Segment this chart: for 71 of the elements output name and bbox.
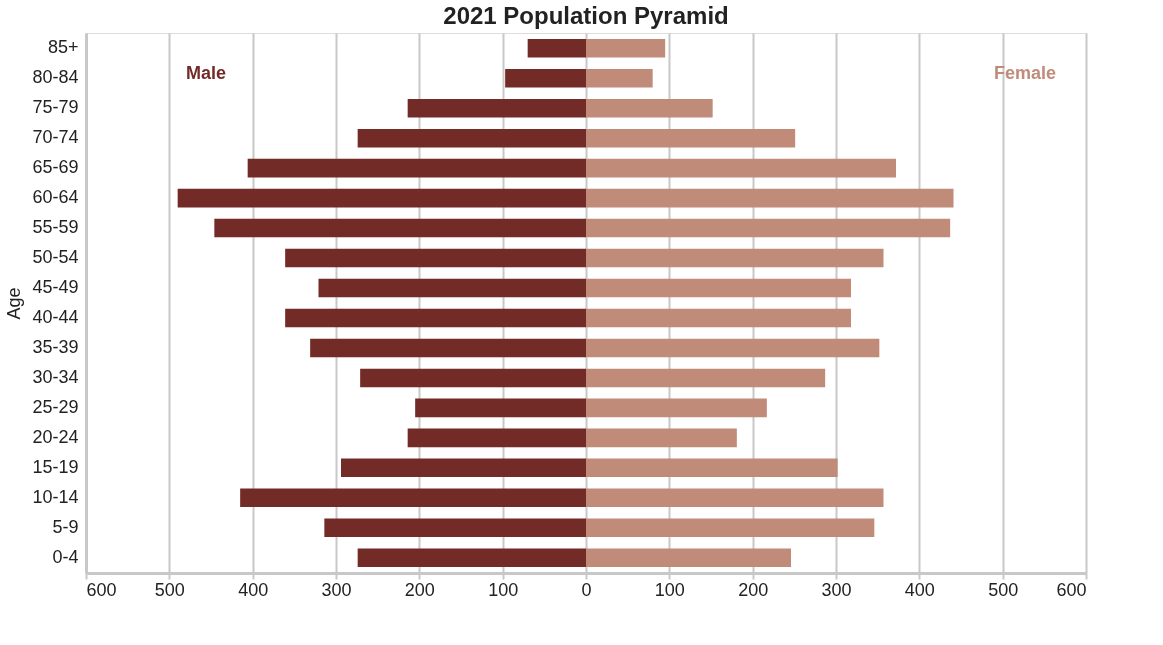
x-tick-label: 600 bbox=[1056, 579, 1087, 600]
y-tick-label: 70-74 bbox=[32, 127, 79, 148]
bar bbox=[586, 158, 896, 178]
text: Female bbox=[993, 62, 1056, 83]
bar bbox=[586, 488, 884, 508]
bar bbox=[177, 188, 586, 208]
x-tick-label: 100 bbox=[488, 579, 519, 600]
bar bbox=[407, 428, 586, 448]
bar bbox=[586, 368, 826, 388]
y-tick-label: 20-24 bbox=[32, 426, 79, 447]
y-tick-label: 60-64 bbox=[32, 187, 79, 208]
y-tick-label: 10-14 bbox=[32, 486, 79, 507]
y-tick-label: 75-79 bbox=[32, 97, 79, 118]
bar bbox=[586, 128, 796, 148]
bar bbox=[357, 548, 586, 568]
x-tick-label: 200 bbox=[738, 579, 769, 600]
x-tick-label: 500 bbox=[988, 579, 1019, 600]
bar bbox=[214, 218, 586, 238]
y-tick-label: 15-19 bbox=[32, 456, 79, 477]
bar bbox=[586, 38, 666, 58]
y-tick-label: 45-49 bbox=[32, 277, 79, 298]
bar bbox=[360, 368, 586, 388]
y-tick-label: 65-69 bbox=[32, 157, 79, 178]
bar bbox=[324, 518, 586, 538]
y-tick-label: 0-4 bbox=[52, 546, 79, 567]
y-tick-label: 5-9 bbox=[52, 516, 79, 537]
x-tick-label: 0 bbox=[581, 579, 592, 600]
bar bbox=[586, 98, 713, 118]
chart-title: 2021 Population Pyramid bbox=[443, 2, 729, 29]
bar bbox=[505, 68, 586, 88]
y-tick-label: 80-84 bbox=[32, 67, 79, 88]
bar bbox=[586, 68, 653, 88]
y-tick-label: 55-59 bbox=[32, 217, 79, 238]
bar bbox=[357, 128, 586, 148]
x-tick-label: 300 bbox=[821, 579, 852, 600]
x-tick-label: 400 bbox=[904, 579, 935, 600]
bar bbox=[310, 338, 586, 358]
bar bbox=[586, 398, 767, 418]
bar bbox=[586, 218, 951, 238]
x-tick-label: 600 bbox=[86, 579, 117, 600]
bar bbox=[586, 308, 851, 328]
x-tick-label: 100 bbox=[654, 579, 685, 600]
bar bbox=[586, 338, 880, 358]
y-tick-label: 40-44 bbox=[32, 306, 79, 327]
y-tick-label: 85+ bbox=[47, 37, 79, 58]
bar bbox=[586, 518, 875, 538]
y-tick-label: 30-34 bbox=[32, 366, 79, 387]
bar bbox=[586, 458, 838, 478]
bar bbox=[407, 98, 586, 118]
bar bbox=[240, 488, 586, 508]
x-tick-label: 200 bbox=[404, 579, 435, 600]
bar bbox=[586, 278, 851, 298]
bar bbox=[586, 548, 791, 568]
bar bbox=[586, 248, 884, 268]
bar bbox=[285, 308, 586, 328]
bar bbox=[415, 398, 586, 418]
y-axis-title: Age bbox=[4, 287, 25, 320]
bar bbox=[285, 248, 586, 268]
bar bbox=[586, 428, 737, 448]
bar bbox=[341, 458, 586, 478]
x-tick-label: 300 bbox=[321, 579, 352, 600]
y-tick-label: 35-39 bbox=[32, 336, 79, 357]
y-tick-label: 50-54 bbox=[32, 247, 79, 268]
bar bbox=[247, 158, 586, 178]
bar bbox=[586, 188, 954, 208]
y-tick-label: 25-29 bbox=[32, 396, 79, 417]
bar bbox=[318, 278, 586, 298]
x-tick-label: 500 bbox=[154, 579, 185, 600]
text: Male bbox=[186, 62, 227, 83]
x-tick-label: 400 bbox=[238, 579, 269, 600]
bar bbox=[527, 38, 586, 58]
